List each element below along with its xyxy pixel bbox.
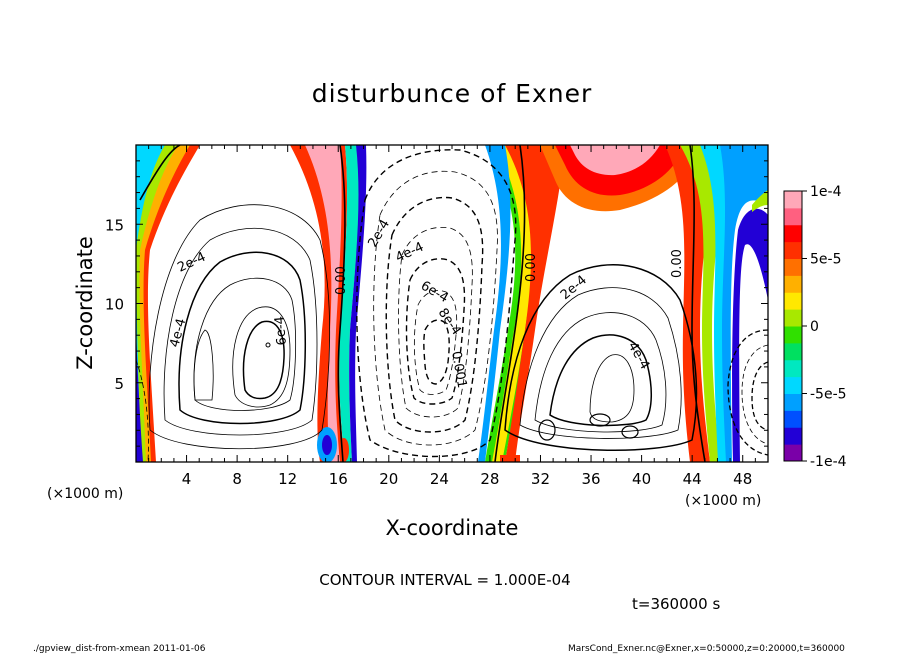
y-axis-label: Z-coordinate (73, 236, 97, 370)
contour-interval-text: CONTOUR INTERVAL = 1.000E-04 (319, 571, 570, 589)
colorbar-swatch (784, 275, 802, 293)
x-tick-label: 28 (480, 470, 499, 488)
y-tick-label: 5 (114, 375, 124, 393)
colorbar-swatch (784, 326, 802, 344)
contour-label: 4e-4 (167, 317, 189, 349)
footer-left: ./gpview_dist-from-xmean 2011-01-06 (33, 644, 206, 654)
chart-title: disturbunce of Exner (312, 79, 593, 108)
colorbar-swatch (784, 359, 802, 378)
color-band-16km (290, 145, 367, 462)
colorbar-swatch (784, 309, 802, 327)
contour-label: 0.00 (334, 266, 349, 295)
colorbar-swatch (784, 427, 802, 445)
x-tick-label: 20 (379, 470, 398, 488)
colorbar: 1e-4 5e-5 0 -5e-5 -1e-4 (783, 184, 847, 470)
color-hot-top (540, 145, 700, 212)
colorbar-swatch (784, 376, 802, 394)
colorbar-tick-label: 1e-4 (810, 184, 842, 200)
contour-lines (136, 145, 768, 462)
x-tick-label: 4 (182, 470, 192, 488)
x-tick-label: 40 (632, 470, 651, 488)
colorbar-swatch (784, 224, 802, 243)
x-axis: 4 8 12 16 20 24 28 32 36 40 44 48 (148, 145, 756, 488)
x-tick-label: 48 (733, 470, 752, 488)
colorbar-swatch (784, 393, 802, 411)
y-tick-label: 15 (105, 216, 124, 234)
colorbar-swatch (784, 258, 802, 276)
colorbar-tick-label: 0 (810, 319, 819, 335)
colorbar-swatch (784, 207, 802, 226)
x-tick-label: 12 (278, 470, 297, 488)
contour-label: 0.001 (448, 350, 469, 389)
colorbar-tick-label: -1e-4 (810, 454, 847, 470)
time-text: t=360000 s (632, 595, 720, 613)
x-tick-label: 44 (683, 470, 702, 488)
x-tick-label: 24 (430, 470, 449, 488)
x-tick-label: 32 (531, 470, 550, 488)
x-tick-label: 16 (329, 470, 348, 488)
x-axis-label: X-coordinate (386, 516, 519, 540)
y-axis: 5 10 15 (105, 160, 768, 447)
plot-area: 2e-4 4e-4 6e-4 0.00 2e-4 4e-4 6e-4 8e-4 … (136, 145, 768, 462)
x-tick-label: 36 (581, 470, 600, 488)
colorbar-tick-label: 5e-5 (810, 252, 841, 268)
color-band-30km (478, 145, 565, 462)
colorbar-tick-label: -5e-5 (810, 387, 847, 403)
colorbar-swatch (784, 342, 802, 361)
colorbar-swatch (784, 241, 802, 259)
colorbar-swatch (784, 191, 802, 209)
footer-right: MarsCond_Exner.nc@Exner,x=0:50000,z=0:20… (568, 644, 845, 654)
contour-label: 0.00 (524, 253, 539, 282)
x-tick-label: 8 (232, 470, 242, 488)
y-tick-label: 10 (105, 296, 124, 314)
colorbar-swatch (784, 444, 802, 462)
x-unit-left: (×1000 m) (47, 486, 123, 502)
colorbar-swatch (784, 410, 802, 428)
contour-label: 0.00 (670, 249, 685, 278)
colorbar-swatch (784, 292, 802, 310)
contour-label: 6e-4 (272, 316, 289, 346)
x-unit-right: (×1000 m) (685, 493, 761, 509)
